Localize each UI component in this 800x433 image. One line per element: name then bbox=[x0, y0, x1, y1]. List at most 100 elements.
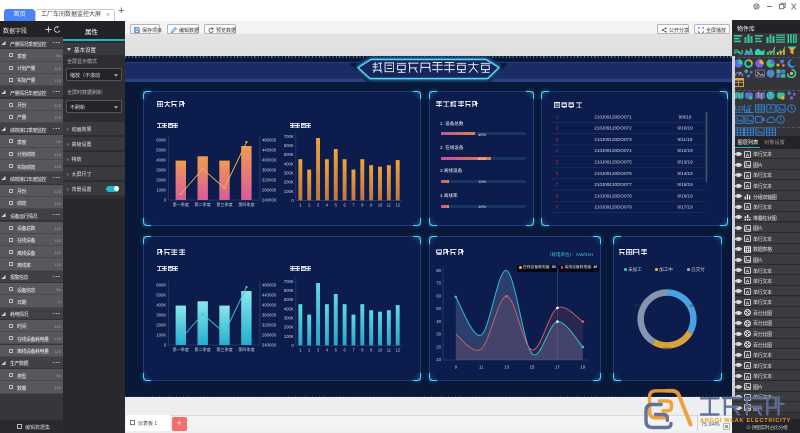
svg-text:1: 1 bbox=[299, 348, 302, 353]
svg-text:6: 6 bbox=[344, 203, 347, 208]
svg-text:360000: 360000 bbox=[262, 313, 277, 318]
svg-text:500K: 500K bbox=[284, 297, 294, 302]
svg-text:70: 70 bbox=[436, 281, 441, 286]
svg-text:A: A bbox=[745, 289, 749, 295]
svg-text:4: 4 bbox=[556, 148, 559, 153]
svg-text:210J09120DO072: 210J09120DO072 bbox=[594, 126, 632, 131]
svg-text:11: 11 bbox=[479, 365, 484, 370]
svg-text:第四季度: 第四季度 bbox=[238, 346, 254, 352]
svg-text:280000: 280000 bbox=[262, 333, 277, 338]
svg-text:200K: 200K bbox=[156, 323, 166, 328]
svg-text:9: 9 bbox=[370, 203, 373, 208]
svg-text:4: 4 bbox=[326, 203, 329, 208]
svg-text:10: 10 bbox=[436, 357, 441, 362]
svg-text:700K: 700K bbox=[284, 279, 294, 284]
svg-text:500: 500 bbox=[634, 303, 642, 308]
svg-text:3: 3 bbox=[317, 203, 320, 208]
svg-text:210J09120DO078: 210J09120DO078 bbox=[594, 193, 632, 198]
svg-text:400K: 400K bbox=[156, 158, 166, 163]
svg-text:A: A bbox=[745, 279, 749, 285]
svg-text:A: A bbox=[745, 205, 749, 211]
svg-text:1: 1 bbox=[556, 114, 559, 119]
svg-text:A: A bbox=[745, 152, 749, 158]
svg-text:6: 6 bbox=[344, 348, 347, 353]
svg-text:600K: 600K bbox=[284, 288, 294, 293]
svg-text:500K: 500K bbox=[284, 152, 294, 157]
svg-text:500K: 500K bbox=[156, 148, 166, 153]
svg-text:600K: 600K bbox=[284, 143, 294, 148]
svg-text:9: 9 bbox=[455, 365, 458, 370]
svg-text:100K: 100K bbox=[284, 189, 294, 194]
svg-text:A: A bbox=[745, 374, 749, 380]
svg-text:210J09120DO079: 210J09120DO079 bbox=[594, 205, 632, 210]
svg-text:9/12/19: 9/12/19 bbox=[677, 148, 693, 153]
svg-text:第二季度: 第二季度 bbox=[195, 346, 211, 352]
svg-text:A: A bbox=[768, 107, 773, 113]
svg-text:400K: 400K bbox=[156, 303, 166, 308]
svg-text:20: 20 bbox=[436, 344, 441, 349]
svg-text:440000: 440000 bbox=[262, 293, 277, 298]
svg-text:17: 17 bbox=[555, 365, 560, 370]
svg-text:A: A bbox=[745, 236, 749, 242]
svg-text:19: 19 bbox=[580, 365, 585, 370]
svg-text:600K: 600K bbox=[156, 138, 166, 143]
svg-text:9/13/19: 9/13/19 bbox=[677, 160, 693, 165]
svg-text:7: 7 bbox=[352, 203, 355, 208]
svg-text:第三季度: 第三季度 bbox=[216, 201, 232, 207]
svg-text:第三季度: 第三季度 bbox=[216, 346, 232, 352]
svg-text:11: 11 bbox=[387, 203, 392, 208]
svg-text:210J09120DO074: 210J09120DO074 bbox=[594, 148, 632, 153]
svg-text:5: 5 bbox=[335, 203, 338, 208]
svg-text:3: 3 bbox=[556, 137, 559, 142]
svg-text:9: 9 bbox=[370, 348, 373, 353]
svg-text:300K: 300K bbox=[156, 313, 166, 318]
svg-text:10: 10 bbox=[378, 203, 383, 208]
svg-text:210J09120DO075: 210J09120DO075 bbox=[594, 160, 632, 165]
svg-text:210J09120DO073: 210J09120DO073 bbox=[594, 137, 632, 142]
svg-text:100K: 100K bbox=[156, 333, 166, 338]
svg-text:240000: 240000 bbox=[262, 198, 277, 203]
svg-text:480000: 480000 bbox=[262, 283, 277, 288]
svg-text:200K: 200K bbox=[156, 178, 166, 183]
svg-text:6: 6 bbox=[556, 171, 559, 176]
svg-text:A: A bbox=[745, 363, 749, 369]
svg-text:300: 300 bbox=[663, 347, 671, 352]
svg-text:200K: 200K bbox=[284, 325, 294, 330]
svg-text:12: 12 bbox=[395, 203, 400, 208]
svg-text:100K: 100K bbox=[156, 188, 166, 193]
svg-text:A: A bbox=[745, 173, 749, 179]
svg-text:1: 1 bbox=[299, 203, 302, 208]
svg-text:5: 5 bbox=[335, 348, 338, 353]
svg-text:9/17/19: 9/17/19 bbox=[677, 205, 693, 210]
svg-text:7: 7 bbox=[556, 182, 559, 187]
svg-text:210J09120DO071: 210J09120DO071 bbox=[594, 114, 632, 119]
svg-text:A: A bbox=[745, 184, 749, 190]
svg-text:0: 0 bbox=[164, 343, 167, 348]
svg-text:10: 10 bbox=[378, 348, 383, 353]
svg-text:0: 0 bbox=[164, 198, 167, 203]
svg-text:13: 13 bbox=[504, 365, 509, 370]
svg-text:9/16/19: 9/16/19 bbox=[677, 193, 693, 198]
svg-text:第二季度: 第二季度 bbox=[195, 201, 211, 207]
svg-text:240000: 240000 bbox=[262, 343, 277, 348]
svg-text:7: 7 bbox=[352, 348, 355, 353]
svg-text:9/14/19: 9/14/19 bbox=[677, 171, 693, 176]
svg-text:50: 50 bbox=[436, 306, 441, 311]
svg-text:400K: 400K bbox=[284, 161, 294, 166]
svg-text:A: A bbox=[745, 353, 749, 359]
svg-text:30: 30 bbox=[436, 332, 441, 337]
svg-text:80: 80 bbox=[436, 268, 441, 273]
svg-text:300K: 300K bbox=[284, 170, 294, 175]
svg-text:123: 123 bbox=[734, 107, 744, 113]
svg-text:A: A bbox=[745, 300, 749, 306]
svg-text:210J09120DO077: 210J09120DO077 bbox=[594, 182, 632, 187]
svg-text:8: 8 bbox=[361, 203, 364, 208]
svg-text:320000: 320000 bbox=[262, 323, 277, 328]
svg-text:9: 9 bbox=[556, 205, 559, 210]
svg-text:9/9/19: 9/9/19 bbox=[679, 114, 692, 119]
svg-text:A: A bbox=[745, 268, 749, 274]
svg-text:700K: 700K bbox=[284, 134, 294, 139]
svg-text:2: 2 bbox=[308, 203, 311, 208]
svg-text:200K: 200K bbox=[284, 180, 294, 185]
svg-text:9/11/19: 9/11/19 bbox=[678, 137, 693, 142]
